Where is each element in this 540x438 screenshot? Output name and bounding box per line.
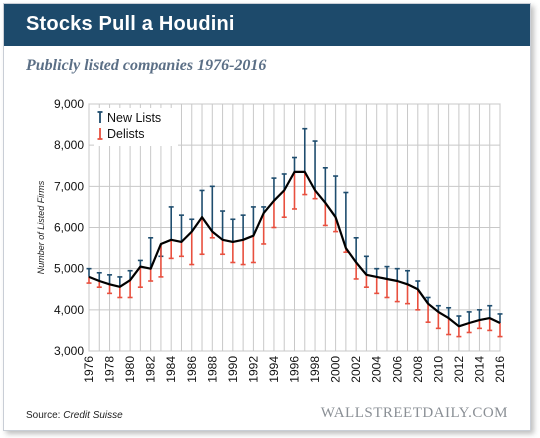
- chart-subtitle: Publicly listed companies 1976-2016: [26, 57, 267, 74]
- chart-card: Stocks Pull a Houdini Publicly listed co…: [3, 3, 531, 431]
- y-tick-label: 4,000: [54, 303, 84, 317]
- x-tick-label: 2010: [431, 356, 445, 383]
- x-tick-label: 1976: [82, 356, 96, 383]
- source-name: Credit Suisse: [63, 410, 123, 421]
- x-tick-label: 1984: [164, 356, 178, 383]
- y-axis-label: Number of Listed Firms: [36, 180, 46, 274]
- chart-title: Stocks Pull a Houdini: [26, 13, 235, 35]
- line-chart: 3,000 4,000 5,000 6,000 7,000 8,000 9,000 Numbe…: [36, 97, 507, 383]
- x-tick-label: 1982: [144, 356, 158, 383]
- y-tick-label: 9,000: [54, 97, 84, 111]
- x-tick-label: 1998: [308, 356, 322, 383]
- y-tick-label: 6,000: [54, 221, 84, 235]
- x-tick-label: 2004: [370, 356, 384, 383]
- x-tick-label: 2008: [411, 356, 425, 383]
- source-prefix: Source:: [26, 410, 61, 421]
- legend-box: [94, 108, 178, 146]
- legend-label: New Lists: [107, 111, 161, 125]
- y-tick-label: 5,000: [54, 262, 84, 276]
- source-note: Source: Credit Suisse: [26, 410, 123, 421]
- x-tick-label: 1978: [103, 356, 117, 383]
- x-tick-label: 2016: [493, 356, 507, 383]
- y-tick-label: 7,000: [54, 179, 84, 193]
- x-tick-label: 2002: [349, 356, 363, 383]
- title-bar: Stocks Pull a Houdini: [4, 4, 530, 46]
- x-tick-label: 1996: [288, 356, 302, 383]
- y-tick-label: 8,000: [54, 138, 84, 152]
- legend-label: Delists: [107, 127, 145, 141]
- listed-firms-line: [88, 170, 501, 328]
- x-tick-label: 1980: [123, 356, 137, 383]
- x-tick-label: 1992: [246, 356, 260, 383]
- x-tick-label: 2014: [472, 356, 486, 383]
- x-tick-label: 1988: [205, 356, 219, 383]
- x-tick-label: 1990: [226, 356, 240, 383]
- brand-watermark: WALLSTREETDAILY.COM: [320, 405, 508, 421]
- y-tick-label: 3,000: [54, 344, 84, 358]
- x-tick-label: 2012: [452, 356, 466, 383]
- x-tick-label: 1994: [267, 356, 281, 383]
- x-tick-label: 2000: [329, 356, 343, 383]
- x-tick-label: 2006: [390, 356, 404, 383]
- x-tick-label: 1986: [185, 356, 199, 383]
